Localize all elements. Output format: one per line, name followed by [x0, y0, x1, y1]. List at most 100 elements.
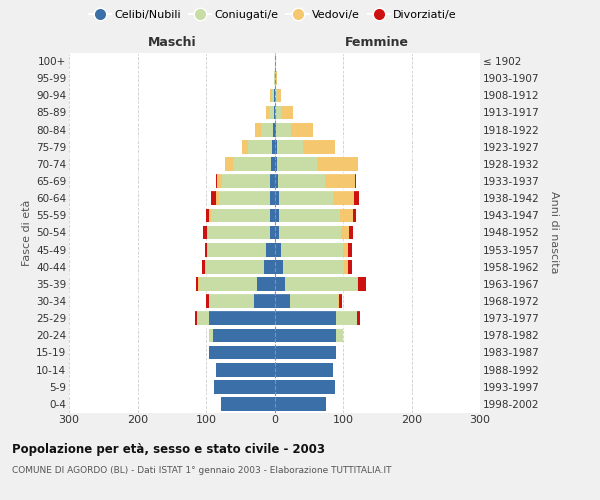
Bar: [291, 123, 313, 136]
Y-axis label: Fasce di età: Fasce di età: [22, 200, 32, 266]
Bar: [349, 226, 353, 239]
Bar: [209, 328, 213, 342]
Bar: [271, 192, 275, 205]
Bar: [216, 174, 217, 188]
Bar: [275, 328, 336, 342]
Text: COMUNE DI AGORDO (BL) - Dati ISTAT 1° gennaio 2003 - Elaborazione TUTTITALIA.IT: COMUNE DI AGORDO (BL) - Dati ISTAT 1° ge…: [12, 466, 392, 475]
Bar: [348, 260, 352, 274]
Bar: [271, 174, 275, 188]
Bar: [203, 226, 206, 239]
Bar: [254, 294, 275, 308]
Bar: [355, 174, 356, 188]
Bar: [221, 397, 275, 411]
Bar: [339, 294, 343, 308]
Bar: [242, 140, 248, 153]
Bar: [343, 243, 349, 256]
Bar: [336, 312, 356, 325]
Text: Maschi: Maschi: [148, 36, 196, 49]
Bar: [275, 260, 283, 274]
Bar: [209, 312, 275, 325]
Bar: [248, 140, 272, 153]
Bar: [256, 123, 261, 136]
Bar: [213, 328, 275, 342]
Bar: [275, 106, 281, 120]
Bar: [271, 157, 275, 171]
Bar: [275, 140, 277, 153]
Bar: [277, 140, 302, 153]
Bar: [206, 208, 209, 222]
Bar: [208, 243, 266, 256]
Bar: [209, 346, 275, 360]
Bar: [208, 226, 270, 239]
Bar: [272, 140, 275, 153]
Bar: [205, 260, 206, 274]
Bar: [275, 363, 333, 376]
Bar: [273, 123, 275, 136]
Bar: [206, 226, 208, 239]
Bar: [272, 88, 274, 102]
Bar: [356, 277, 358, 291]
Bar: [277, 88, 281, 102]
Bar: [275, 208, 278, 222]
Bar: [353, 208, 356, 222]
Bar: [275, 346, 336, 360]
Bar: [233, 157, 271, 171]
Bar: [196, 277, 199, 291]
Bar: [216, 363, 275, 376]
Bar: [281, 106, 293, 120]
Bar: [277, 157, 317, 171]
Bar: [266, 106, 269, 120]
Bar: [270, 226, 275, 239]
Bar: [356, 312, 360, 325]
Bar: [340, 208, 353, 222]
Bar: [197, 312, 209, 325]
Bar: [275, 174, 278, 188]
Bar: [358, 277, 366, 291]
Text: Popolazione per età, sesso e stato civile - 2003: Popolazione per età, sesso e stato civil…: [12, 442, 325, 456]
Bar: [275, 243, 281, 256]
Bar: [264, 260, 275, 274]
Bar: [281, 243, 343, 256]
Bar: [217, 174, 223, 188]
Bar: [278, 208, 340, 222]
Text: Femmine: Femmine: [345, 36, 409, 49]
Bar: [211, 208, 270, 222]
Bar: [275, 157, 277, 171]
Bar: [278, 192, 334, 205]
Bar: [269, 106, 274, 120]
Bar: [209, 294, 254, 308]
Bar: [275, 380, 335, 394]
Bar: [205, 243, 208, 256]
Bar: [302, 140, 335, 153]
Bar: [275, 397, 326, 411]
Bar: [257, 277, 275, 291]
Bar: [275, 88, 277, 102]
Legend: Celibi/Nubili, Coniugati/e, Vedovi/e, Divorziati/e: Celibi/Nubili, Coniugati/e, Vedovi/e, Di…: [87, 8, 459, 22]
Bar: [349, 243, 352, 256]
Bar: [275, 54, 276, 68]
Bar: [341, 226, 349, 239]
Bar: [354, 192, 359, 205]
Bar: [214, 380, 275, 394]
Bar: [317, 157, 358, 171]
Bar: [283, 260, 344, 274]
Bar: [275, 312, 336, 325]
Bar: [219, 192, 271, 205]
Bar: [270, 208, 275, 222]
Bar: [274, 88, 275, 102]
Bar: [223, 174, 271, 188]
Bar: [225, 157, 233, 171]
Bar: [290, 294, 338, 308]
Bar: [206, 260, 264, 274]
Bar: [275, 72, 277, 85]
Bar: [275, 192, 278, 205]
Bar: [325, 174, 355, 188]
Y-axis label: Anni di nascita: Anni di nascita: [549, 191, 559, 274]
Bar: [275, 123, 276, 136]
Bar: [275, 226, 279, 239]
Bar: [344, 260, 348, 274]
Bar: [336, 328, 343, 342]
Bar: [266, 243, 275, 256]
Bar: [275, 277, 285, 291]
Bar: [285, 277, 356, 291]
